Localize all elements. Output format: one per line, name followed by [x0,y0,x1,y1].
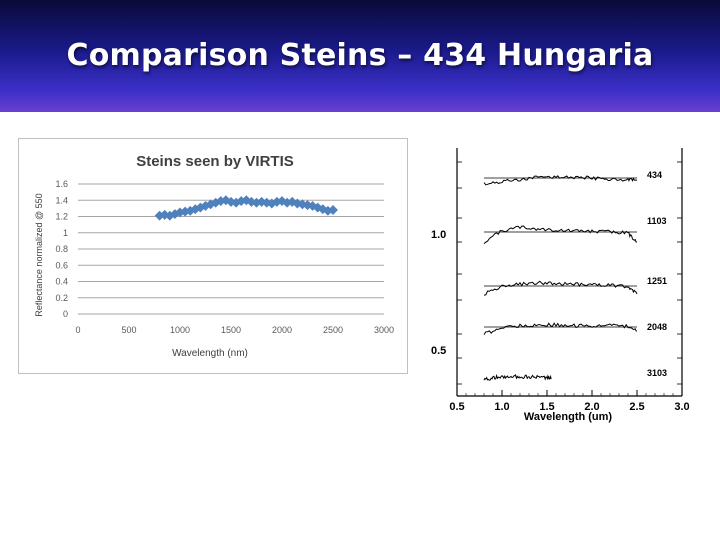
virtis-x-tick-label: 2500 [323,325,343,335]
virtis-y-tick-label: 0.2 [55,293,68,303]
spectra-x-tick-label: 2.0 [584,401,599,413]
title-banner: Comparison Steins – 434 Hungaria [0,0,720,112]
virtis-data-point [328,205,338,215]
slide-title: Comparison Steins – 434 Hungaria [0,38,720,73]
spectrum-label: 2048 [647,322,667,332]
virtis-x-tick-label: 3000 [374,325,394,335]
virtis-x-tick-label: 1000 [170,325,190,335]
virtis-x-axis-label: Wavelength (nm) [172,348,248,359]
virtis-y-tick-label: 0.4 [55,277,68,287]
spectrum-line-1251 [483,280,638,296]
hungaria-spectra-chart: 0.5 1.0 1.5 2.0 2.5 3.0 1.0 0.5 434 1103 1251 2048… [431,148,690,423]
spectra-x-tick-label: 2.5 [629,401,644,413]
virtis-tick-labels: 0 0.2 0.4 0.6 0.8 1 1.2 1.4 1.6 0 500 1000 1500 2000 2… [55,179,394,335]
spectrum-line-2048 [483,322,638,335]
slide-title-text: Comparison Steins – 434 Hungaria [66,38,654,73]
spectra-x-tick-label: 0.5 [449,401,464,413]
virtis-chart: Steins seen by VIRTIS 0 0.2 0.4 0.6 0.8 1 1.2 1… [18,138,408,374]
virtis-y-axis-label: Reflectance normalized @ 550 [34,193,44,316]
spectrum-line-3103 [483,373,552,381]
spectra-x-axis-label: Wavelength (um) [524,411,613,423]
spectra-x-tick-label: 1.5 [539,401,554,413]
virtis-chart-title: Steins seen by VIRTIS [136,153,294,170]
virtis-x-tick-label: 1500 [221,325,241,335]
spectra-x-tick-label: 3.0 [674,401,689,413]
spectrum-line-434 [483,175,638,186]
spectrum-label: 434 [647,170,662,180]
virtis-x-tick-label: 2000 [272,325,292,335]
spectra-ticks: 0.5 1.0 1.5 2.0 2.5 3.0 1.0 0.5 [431,161,690,413]
virtis-y-tick-label: 0 [63,309,68,319]
spectra-y-tick-label: 0.5 [431,345,446,357]
virtis-y-tick-label: 0.6 [55,260,68,270]
virtis-x-tick-label: 500 [121,325,136,335]
virtis-y-tick-label: 1.6 [55,179,68,189]
spectrum-line-1103 [483,225,637,244]
spectra-series: 434 1103 1251 2048 3103 [483,170,667,381]
virtis-y-tick-label: 0.8 [55,244,68,254]
virtis-x-tick-label: 0 [75,325,80,335]
spectrum-label: 3103 [647,368,667,378]
virtis-y-tick-label: 1 [63,228,68,238]
spectrum-label: 1103 [647,216,667,226]
spectrum-label: 1251 [647,276,667,286]
virtis-gridlines [78,183,384,315]
virtis-y-tick-label: 1.2 [55,212,68,222]
spectra-y-tick-label: 1.0 [431,229,446,241]
virtis-chart-frame [18,138,408,374]
spectra-x-tick-label: 1.0 [494,401,509,413]
virtis-y-tick-label: 1.4 [55,195,68,205]
